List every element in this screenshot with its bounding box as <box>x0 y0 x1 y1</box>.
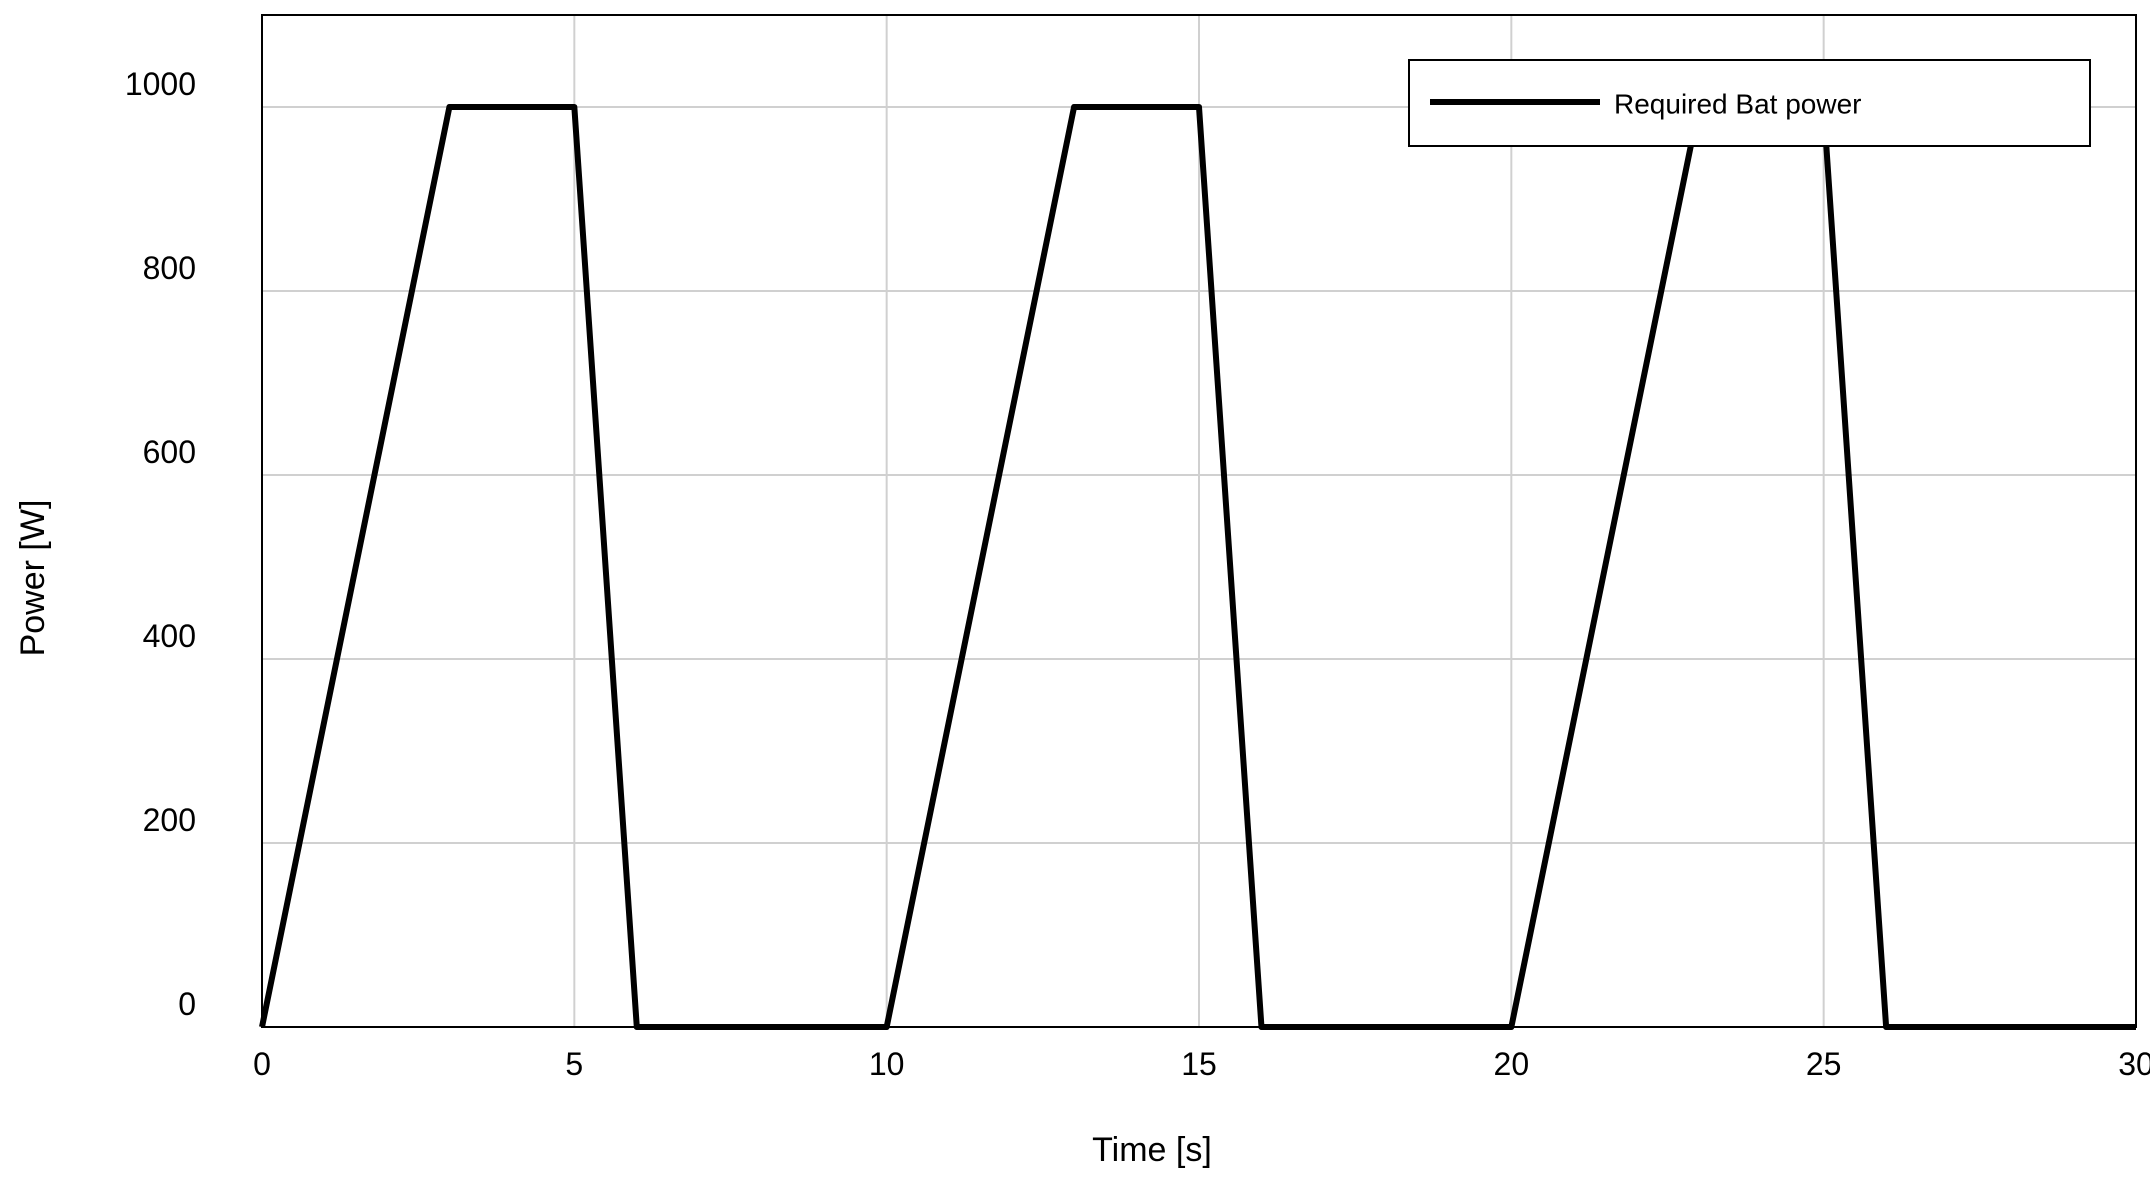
plot-area-frame <box>261 14 2137 1028</box>
x-tick-labels: 0 5 10 15 20 25 30 <box>253 1046 2150 1082</box>
y-tick-label: 400 <box>143 618 196 654</box>
y-tick-label: 0 <box>178 986 196 1022</box>
legend: Required Bat power <box>1408 59 2091 147</box>
x-tick-label: 0 <box>253 1046 271 1082</box>
x-tick-label: 20 <box>1494 1046 1530 1082</box>
y-tick-label: 800 <box>143 250 196 286</box>
x-tick-label: 5 <box>565 1046 583 1082</box>
x-tick-label: 30 <box>2118 1046 2150 1082</box>
y-tick-labels: 0 200 400 600 800 1000 <box>125 66 196 1022</box>
x-tick-label: 25 <box>1806 1046 1842 1082</box>
y-tick-label: 1000 <box>125 66 196 102</box>
y-tick-label: 600 <box>143 434 196 470</box>
y-axis-title: Power [W] <box>14 500 52 657</box>
x-tick-label: 10 <box>869 1046 905 1082</box>
x-tick-label: 15 <box>1181 1046 1217 1082</box>
grid-lines <box>261 15 2137 1028</box>
x-axis-title: Time [s] <box>1092 1131 1212 1169</box>
y-tick-label: 200 <box>143 802 196 838</box>
legend-label: Required Bat power <box>1614 88 1861 119</box>
